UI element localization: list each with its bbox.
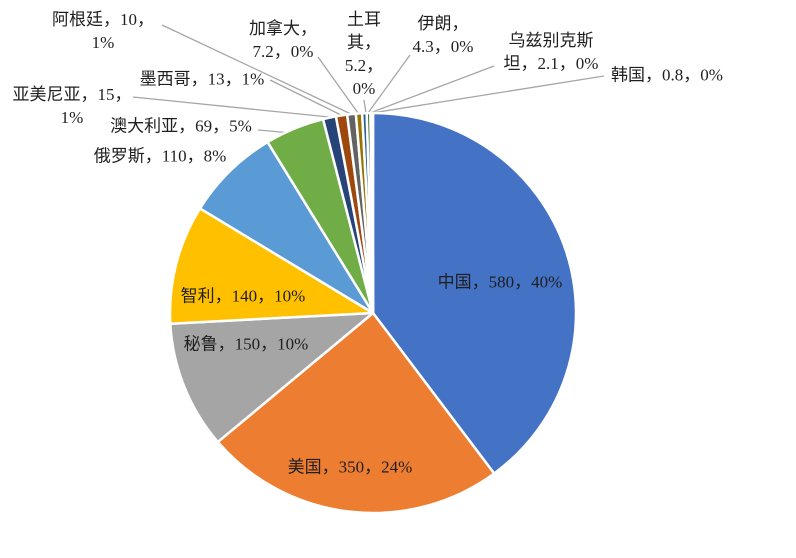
leader-line-canada	[317, 56, 359, 114]
leader-lines	[132, 24, 605, 134]
leader-line-armenia	[132, 96, 330, 118]
pie-slice-korea	[371, 111, 375, 315]
leader-line-turkey	[363, 99, 367, 114]
leader-line-uzbekistan	[369, 65, 495, 114]
leader-line-mexico	[269, 79, 342, 116]
pie-slice-russia	[198, 140, 375, 315]
leader-line-iran	[367, 54, 411, 114]
leader-line-korea	[371, 75, 605, 114]
pie-slice-peru	[169, 311, 375, 444]
pie-slice-usa	[216, 311, 496, 515]
leader-line-argentina	[161, 24, 352, 115]
pie-slice-chile	[168, 207, 375, 325]
pie-slice-china	[371, 111, 578, 475]
pie-slices	[168, 111, 578, 515]
